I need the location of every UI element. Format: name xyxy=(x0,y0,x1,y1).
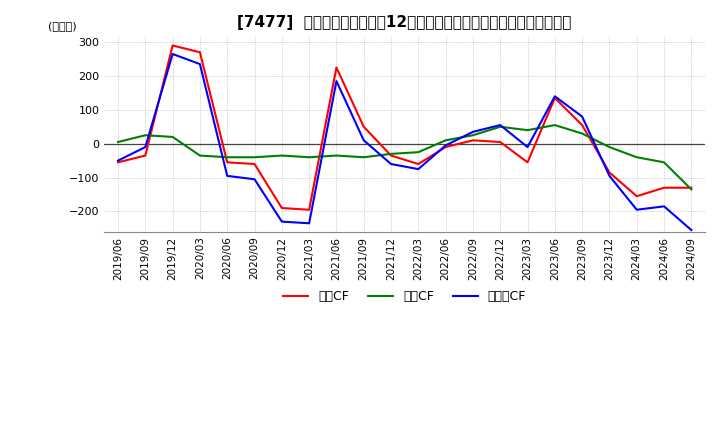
営業CF xyxy=(551,95,559,101)
フリーCF xyxy=(251,176,259,182)
投資CF xyxy=(441,138,450,143)
営業CF xyxy=(277,205,286,211)
Line: 投資CF: 投資CF xyxy=(118,125,691,190)
投資CF xyxy=(332,153,341,158)
フリーCF xyxy=(359,138,368,143)
フリーCF xyxy=(414,166,423,172)
営業CF xyxy=(141,153,150,158)
フリーCF xyxy=(687,227,696,233)
フリーCF xyxy=(496,122,505,128)
営業CF xyxy=(305,207,313,213)
営業CF xyxy=(387,153,395,158)
フリーCF xyxy=(578,114,587,119)
Line: フリーCF: フリーCF xyxy=(118,54,691,230)
Title: [7477]  キャッシュフローの12か月移動合計の対前年同期増減額の推移: [7477] キャッシュフローの12か月移動合計の対前年同期増減額の推移 xyxy=(238,15,572,30)
営業CF xyxy=(687,185,696,191)
営業CF xyxy=(414,161,423,167)
フリーCF xyxy=(141,144,150,150)
投資CF xyxy=(141,132,150,138)
フリーCF xyxy=(168,51,177,57)
フリーCF xyxy=(551,94,559,99)
営業CF xyxy=(496,139,505,145)
Y-axis label: (百万円): (百万円) xyxy=(48,22,76,31)
フリーCF xyxy=(223,173,232,179)
営業CF xyxy=(523,160,532,165)
営業CF xyxy=(469,138,477,143)
フリーCF xyxy=(523,144,532,150)
フリーCF xyxy=(114,158,122,163)
投資CF xyxy=(196,153,204,158)
営業CF xyxy=(605,170,613,175)
投資CF xyxy=(359,154,368,160)
フリーCF xyxy=(277,219,286,224)
投資CF xyxy=(469,132,477,138)
フリーCF xyxy=(605,173,613,179)
投資CF xyxy=(523,128,532,133)
Line: 営業CF: 営業CF xyxy=(118,45,691,210)
投資CF xyxy=(605,144,613,150)
フリーCF xyxy=(441,143,450,148)
Legend: 営業CF, 投資CF, フリーCF: 営業CF, 投資CF, フリーCF xyxy=(279,285,531,308)
営業CF xyxy=(223,160,232,165)
投資CF xyxy=(114,139,122,145)
フリーCF xyxy=(305,220,313,226)
営業CF xyxy=(359,124,368,129)
営業CF xyxy=(196,50,204,55)
フリーCF xyxy=(660,204,668,209)
投資CF xyxy=(277,153,286,158)
投資CF xyxy=(551,122,559,128)
フリーCF xyxy=(469,129,477,135)
営業CF xyxy=(332,65,341,70)
営業CF xyxy=(441,144,450,150)
フリーCF xyxy=(332,78,341,84)
投資CF xyxy=(414,150,423,155)
フリーCF xyxy=(196,62,204,67)
投資CF xyxy=(632,154,641,160)
営業CF xyxy=(168,43,177,48)
投資CF xyxy=(660,160,668,165)
フリーCF xyxy=(632,207,641,213)
投資CF xyxy=(687,187,696,192)
営業CF xyxy=(632,194,641,199)
フリーCF xyxy=(387,161,395,167)
営業CF xyxy=(114,160,122,165)
投資CF xyxy=(387,151,395,157)
投資CF xyxy=(168,134,177,139)
営業CF xyxy=(660,185,668,191)
営業CF xyxy=(251,161,259,167)
投資CF xyxy=(578,131,587,136)
投資CF xyxy=(305,154,313,160)
投資CF xyxy=(496,124,505,129)
営業CF xyxy=(578,122,587,128)
投資CF xyxy=(251,154,259,160)
投資CF xyxy=(223,154,232,160)
